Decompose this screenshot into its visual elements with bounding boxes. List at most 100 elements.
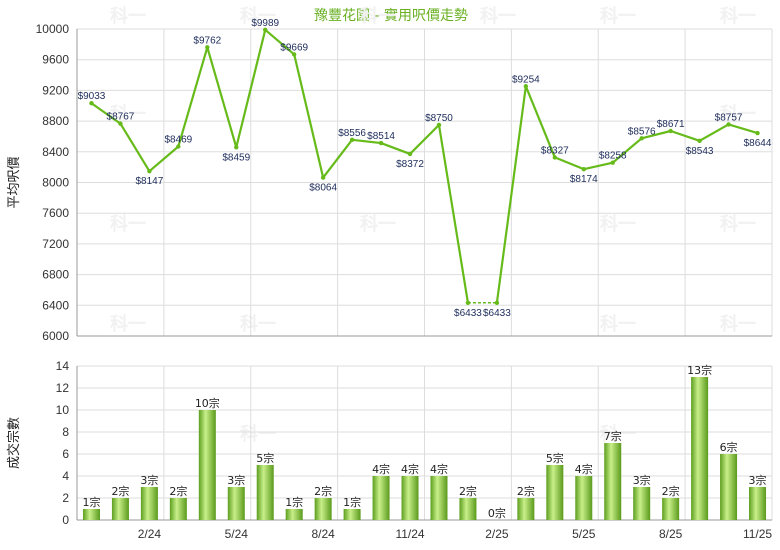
- count-bar: [198, 410, 216, 520]
- count-label: 1宗: [285, 495, 303, 509]
- count-bar: [575, 476, 593, 520]
- price-label: $8750: [425, 113, 453, 124]
- y-tick-label: 0: [62, 513, 69, 527]
- price-label: $8671: [657, 119, 685, 130]
- series-line-segment: [235, 29, 267, 148]
- data-point: [320, 175, 326, 180]
- y-tick-label: 7200: [42, 237, 69, 251]
- y-tick-label: 6400: [42, 298, 69, 312]
- watermark-text: 科一: [720, 5, 756, 27]
- y-tick-label: 9600: [42, 53, 69, 67]
- count-bar: [140, 487, 158, 520]
- price-label: $8459: [222, 152, 250, 163]
- price-label: $8258: [599, 151, 627, 162]
- series-line-segment: [699, 123, 730, 142]
- series-line-segment: [90, 102, 122, 125]
- watermark-text: 科一: [600, 313, 636, 335]
- count-bar: [82, 509, 100, 520]
- chart-title: 豫豐花園 - 實用呎價走勢: [314, 7, 468, 24]
- data-point: [523, 84, 529, 89]
- count-bar: [720, 454, 738, 520]
- count-bar: [169, 498, 187, 520]
- watermark-text: 科一: [600, 5, 636, 27]
- data-point: [610, 160, 615, 165]
- data-point: [234, 145, 239, 150]
- watermark-text: 科一: [360, 5, 396, 27]
- series-line-segment: [380, 142, 411, 155]
- count-bar: [749, 487, 767, 520]
- data-point: [291, 52, 297, 57]
- y-axis-title: 成交宗數: [6, 417, 22, 469]
- data-point: [726, 122, 731, 127]
- watermark-text: 科一: [600, 423, 636, 445]
- y-tick-label: 6800: [42, 268, 69, 282]
- count-label: 0宗: [488, 506, 506, 520]
- count-bar: [517, 498, 535, 520]
- count-bar: [691, 377, 709, 520]
- count-label: 1宗: [82, 495, 100, 509]
- series-line-segment: [728, 123, 758, 135]
- y-tick-label: 8: [62, 425, 69, 439]
- count-label: 3宗: [140, 473, 158, 487]
- data-point: [263, 27, 268, 33]
- data-point: [407, 151, 413, 157]
- y-tick-label: 10: [56, 403, 70, 417]
- data-point: [697, 138, 702, 144]
- count-label: 6宗: [720, 440, 738, 454]
- price-label: $9254: [512, 74, 540, 85]
- count-bar: [314, 498, 332, 520]
- data-point: [349, 137, 355, 143]
- x-tick-label: 8/25: [659, 527, 683, 541]
- price-label: $8469: [164, 135, 192, 146]
- price-label: $8576: [628, 126, 656, 137]
- watermark-text: 科一: [240, 423, 276, 445]
- y-tick-label: 10000: [36, 22, 70, 36]
- count-label: 3宗: [749, 473, 767, 487]
- x-tick-label: 2/24: [138, 527, 162, 541]
- data-point: [118, 121, 123, 126]
- count-label: 5宗: [546, 451, 564, 465]
- series-line-segment: [554, 156, 585, 171]
- series-line-segment: [495, 86, 527, 303]
- price-label: $9989: [251, 18, 279, 29]
- series-line-segment: [437, 124, 470, 303]
- x-tick-label: 5/24: [225, 527, 249, 541]
- price-label: $8556: [338, 128, 366, 139]
- series-line-segment: [641, 129, 671, 140]
- watermark-text: 科一: [720, 103, 756, 125]
- y-tick-label: 6: [62, 447, 69, 461]
- count-label: 5宗: [256, 451, 274, 465]
- data-point: [552, 155, 558, 160]
- watermark-text: 科一: [110, 213, 146, 235]
- y-tick-label: 14: [56, 359, 70, 373]
- count-label: 4宗: [575, 462, 593, 476]
- data-point: [378, 140, 384, 146]
- count-bar: [662, 498, 680, 520]
- watermark-text: 科一: [240, 313, 276, 335]
- watermark-text: 科一: [480, 5, 516, 27]
- series-line-segment: [119, 123, 151, 172]
- price-label: $6433: [483, 308, 511, 319]
- series-line-segment: [583, 161, 613, 171]
- count-label: 3宗: [227, 473, 245, 487]
- price-label: $8147: [135, 176, 163, 187]
- count-label: 7宗: [604, 429, 622, 443]
- data-point: [465, 300, 471, 305]
- count-bar: [285, 509, 303, 520]
- series-line-segment: [177, 46, 209, 147]
- count-bar: [401, 476, 419, 520]
- watermark-text: 科一: [720, 213, 756, 235]
- y-tick-label: 8800: [42, 114, 69, 128]
- watermark-text: 科一: [720, 313, 756, 335]
- price-label: $8514: [367, 131, 395, 142]
- watermark-text: 科一: [360, 213, 396, 235]
- watermark-text: 科一: [240, 5, 276, 27]
- x-tick-label: 8/24: [311, 527, 335, 541]
- data-point: [147, 169, 152, 174]
- y-axis-title: 平均呎價: [7, 156, 22, 208]
- y-tick-label: 9200: [42, 83, 69, 97]
- count-label: 2宗: [517, 484, 535, 498]
- series-line-segment: [351, 138, 382, 145]
- price-label: $8644: [744, 138, 772, 149]
